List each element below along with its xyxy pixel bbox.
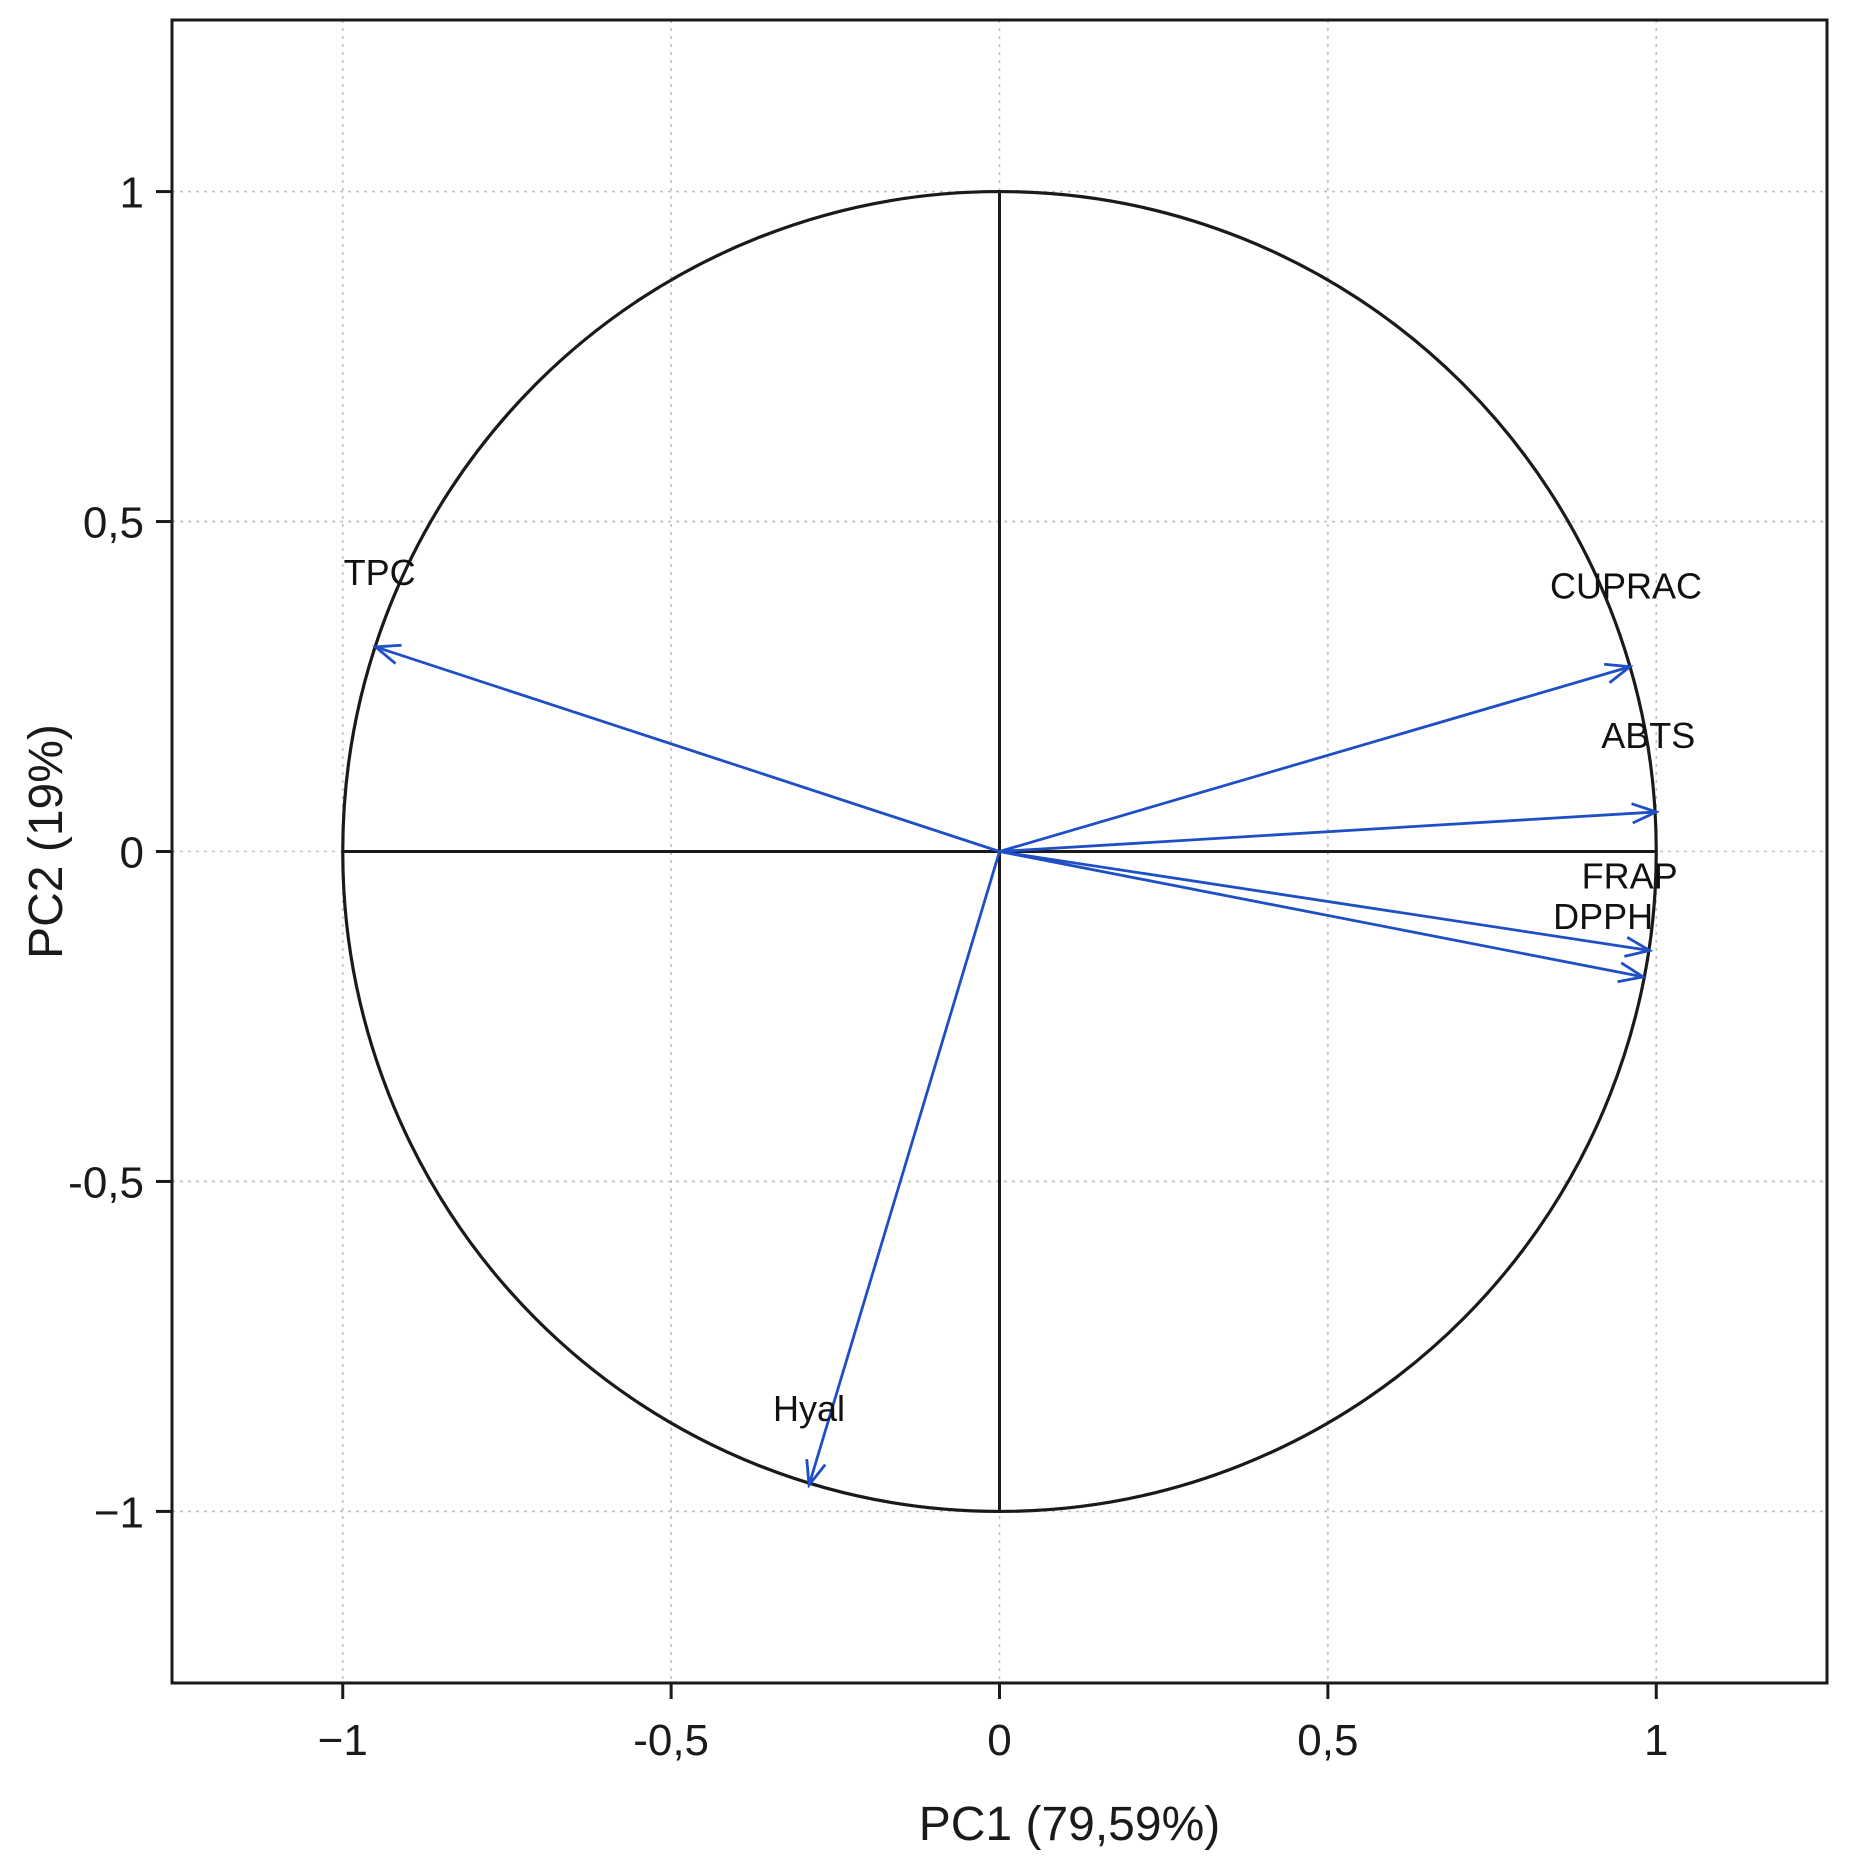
arrow-head-hyal: [805, 1459, 827, 1489]
arrow-head-frap: [1624, 936, 1654, 958]
arrow-head-abts: [1631, 802, 1661, 825]
arrow-line-dpph: [999, 850, 1644, 979]
variable-label-cuprac: CUPRAC: [1550, 566, 1702, 607]
x-tick-label-3: 0,5: [1297, 1716, 1358, 1765]
variable-label-abts: ABTS: [1601, 715, 1695, 756]
x-tick-label-0: −1: [318, 1716, 368, 1765]
variable-label-frap: FRAP: [1582, 855, 1678, 896]
variable-label-dpph: DPPH: [1553, 896, 1653, 937]
variable-label-tpc: TPC: [344, 552, 416, 593]
x-tick-label-1: -0,5: [633, 1716, 709, 1765]
y-tick-label-2: 0: [120, 829, 144, 878]
arrow-line-tpc: [375, 645, 1000, 853]
x-axis-title: PC1 (79,59%): [919, 1798, 1220, 1851]
y-tick-label-1: -0,5: [68, 1158, 144, 1207]
variable-label-hyal: Hyal: [773, 1388, 845, 1429]
y-tick-label-0: −1: [94, 1488, 144, 1537]
arrow-line-cuprac: [999, 665, 1631, 853]
arrow-line-abts: [999, 810, 1657, 853]
arrow-line-hyal: [807, 851, 1001, 1486]
y-tick-label-3: 0,5: [83, 499, 144, 548]
arrow-head-tpc: [372, 643, 402, 665]
tick-labels: −1 -0,5 0 0,5 1 −1 -0,5 0 0,5 1: [68, 169, 1668, 1765]
x-tick-label-4: 1: [1644, 1716, 1668, 1765]
arrow-line-frap: [999, 850, 1650, 952]
arrow-head-dpph: [1617, 961, 1647, 984]
y-tick-label-4: 1: [120, 169, 144, 218]
y-axis-title: PC2 (19%): [20, 724, 73, 959]
x-tick-label-2: 0: [987, 1716, 1011, 1765]
arrow-head-cuprac: [1603, 662, 1634, 684]
